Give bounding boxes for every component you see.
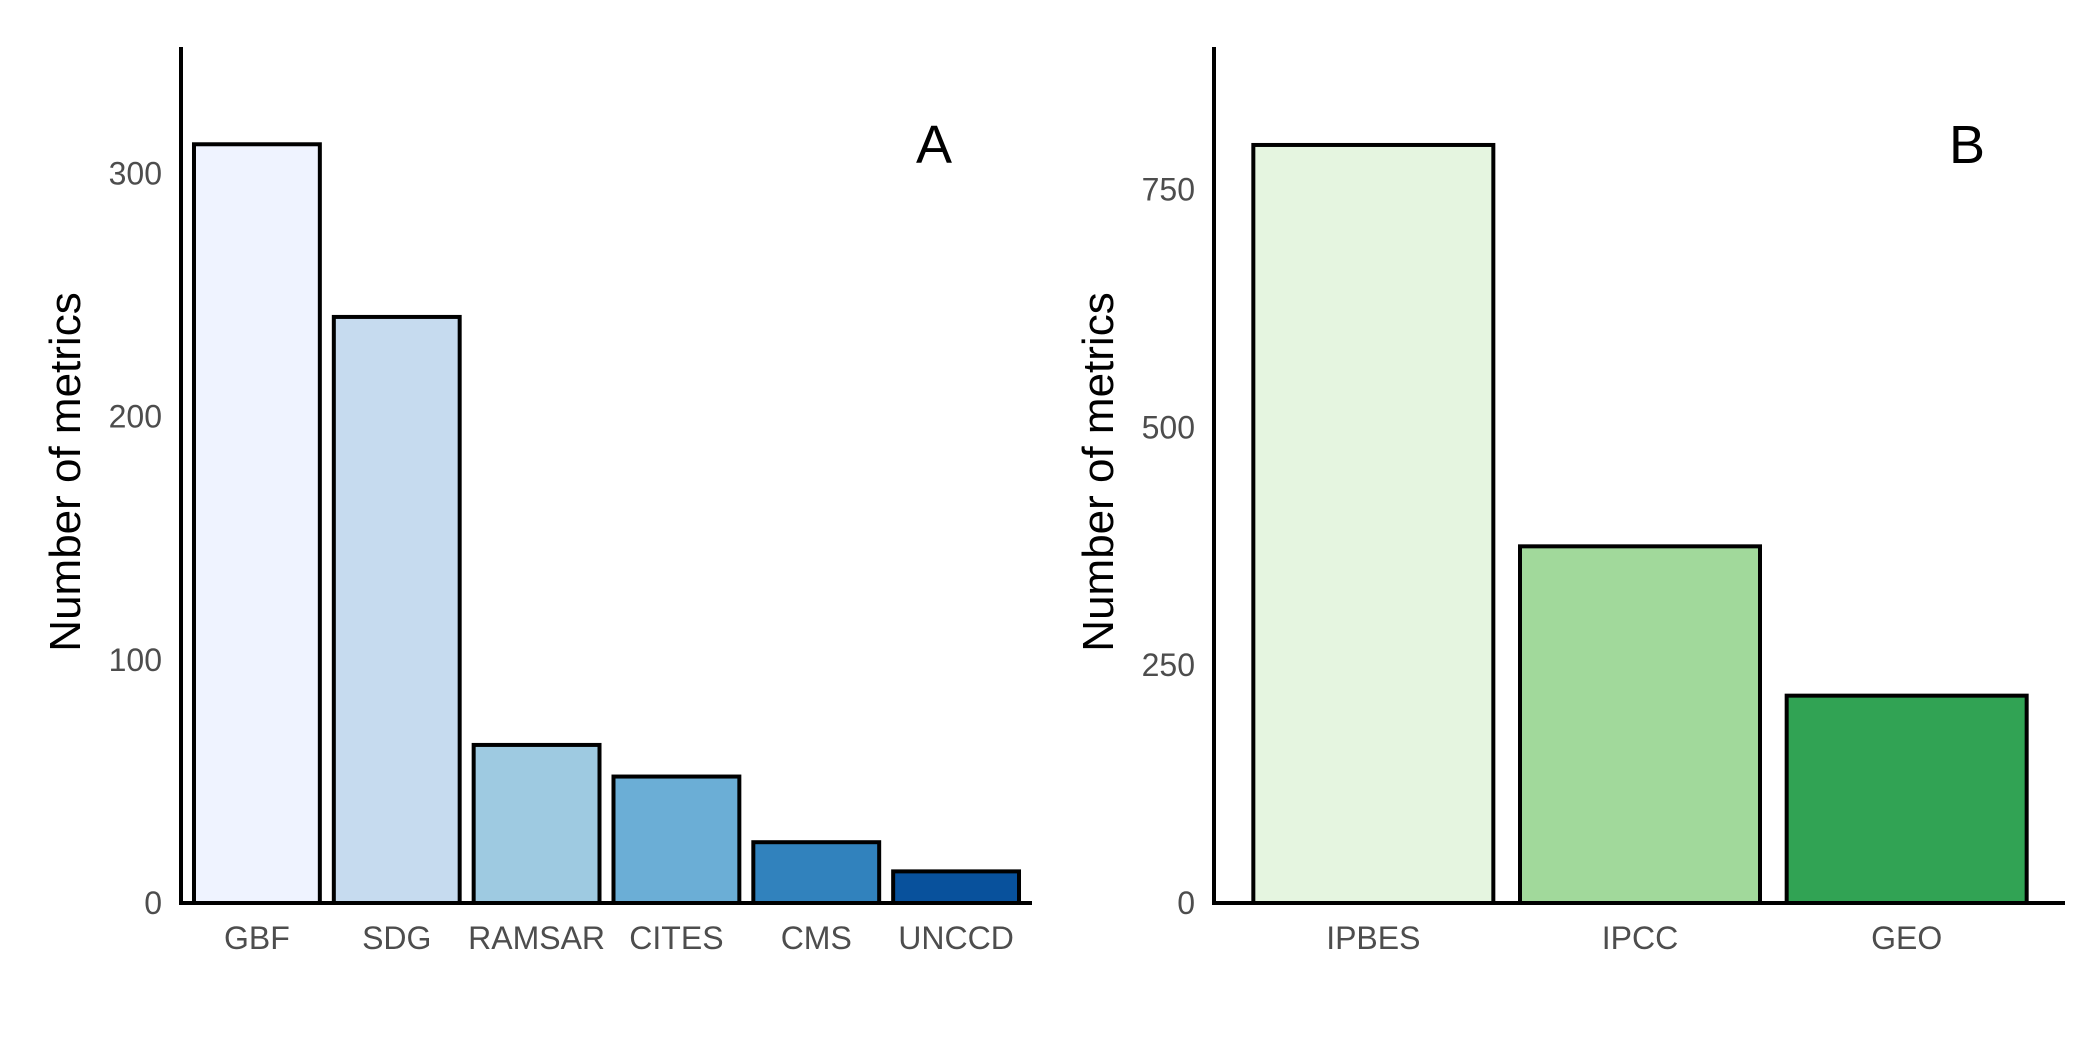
panel-b-x-tick-label: IPCC: [1602, 920, 1678, 956]
panel-b-y-tick-label: 500: [1142, 409, 1195, 445]
panel-a-bar-gbf: [191, 142, 322, 906]
panel-a-bar-sdg: [331, 314, 462, 905]
panel-b-y-tick-label: 250: [1142, 647, 1195, 683]
panel-a-x-tick-label: RAMSAR: [468, 920, 605, 956]
panel-a-x-tick-label: SDG: [362, 920, 431, 956]
panel-a-x-tick-label: GBF: [224, 920, 290, 956]
panel-a-y-tick-label: 0: [144, 885, 162, 921]
panel-a-y-axis-title: Number of metrics: [41, 292, 90, 651]
panel-b-y-tick-label: 750: [1142, 172, 1195, 208]
panel-b-x-tick-label: GEO: [1871, 920, 1942, 956]
panel-b-bar-ipcc: [1518, 544, 1762, 905]
panel-a-bar-cms: [751, 840, 882, 905]
panel-a-bar-ramsar: [471, 742, 602, 905]
panel-a-y-tick-label: 200: [109, 399, 162, 435]
panel-a-x-tick-label: UNCCD: [898, 920, 1014, 956]
panel-a-x-tick-label: CITES: [629, 920, 723, 956]
panel-b: Number of metrics B IPBES IPCC GEO 0 250 500 7…: [1074, 47, 2065, 956]
panel-a-x-tick-label: CMS: [781, 920, 852, 956]
panel-a: Number of metrics A GBF SDG RAMSAR CITES CMS…: [41, 47, 1032, 956]
panel-a-bar-unccd: [891, 869, 1022, 905]
panel-b-label: B: [1949, 115, 1985, 175]
panel-a-label: A: [916, 115, 952, 175]
panel-a-y-tick-label: 300: [109, 155, 162, 191]
panel-b-x-tick-label: IPBES: [1326, 920, 1420, 956]
panel-b-y-axis-title: Number of metrics: [1074, 292, 1123, 651]
panel-a-y-tick-label: 100: [109, 642, 162, 678]
panel-b-bar-geo: [1784, 693, 2029, 905]
panel-a-bar-cites: [611, 774, 742, 906]
panel-b-bar-ipbes: [1251, 142, 1496, 906]
panel-b-y-tick-label: 0: [1177, 885, 1195, 921]
